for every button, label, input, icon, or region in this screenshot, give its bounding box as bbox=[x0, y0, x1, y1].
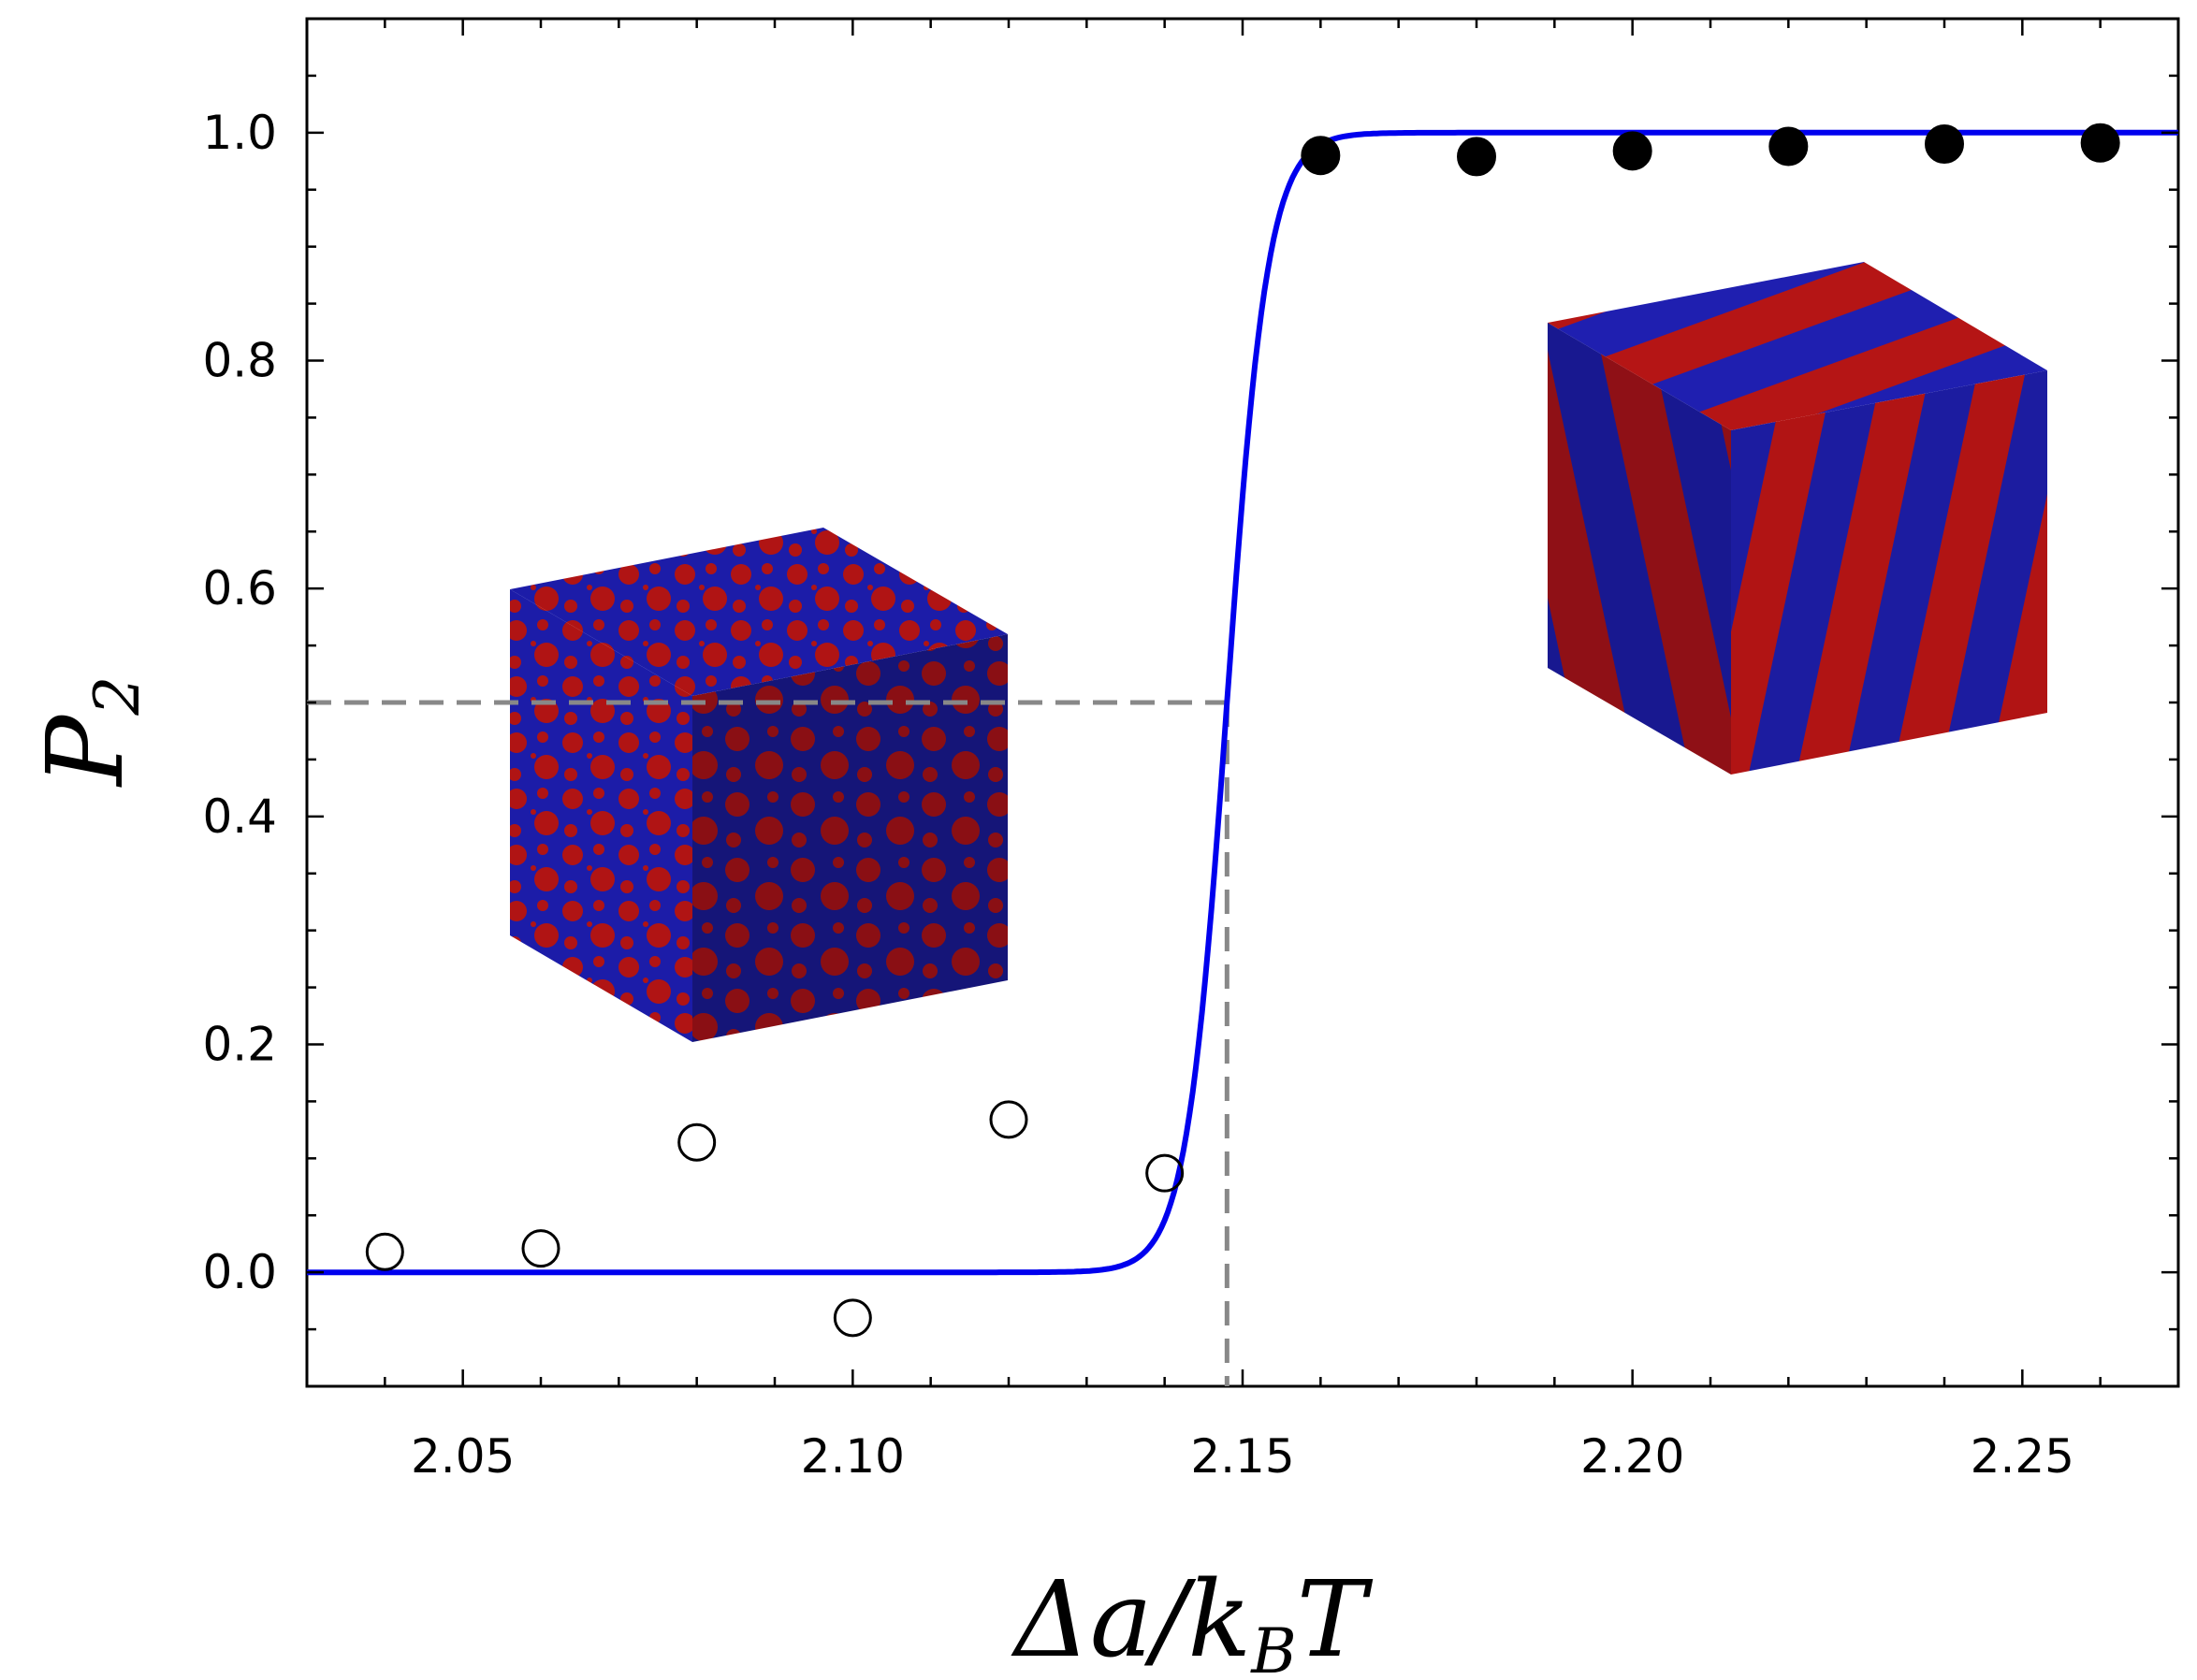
filled-data-point bbox=[1768, 126, 1809, 167]
x-tick-label: 2.05 bbox=[411, 1429, 515, 1484]
open-data-point bbox=[989, 1100, 1028, 1139]
filled-data-point bbox=[1925, 124, 1964, 165]
disordered-cube bbox=[510, 528, 1008, 1042]
x-tick-label: 2.20 bbox=[1580, 1429, 1684, 1484]
x-tick-label: 2.15 bbox=[1190, 1429, 1294, 1484]
dashed-guides bbox=[307, 700, 1229, 1386]
y-tick-label: 0.8 bbox=[202, 334, 277, 388]
filled-data-point bbox=[1301, 136, 1341, 176]
open-data-point bbox=[521, 1229, 560, 1268]
x-axis-title: Δa/kBT bbox=[1011, 1559, 1374, 1680]
x-tick-label: 2.25 bbox=[1971, 1429, 2074, 1484]
axis-ticks bbox=[305, 17, 2180, 1388]
filled-data-point bbox=[1612, 131, 1652, 171]
y-tick-label: 0.4 bbox=[202, 789, 277, 844]
open-data-point bbox=[833, 1298, 872, 1338]
y-axis-title: P2 bbox=[25, 676, 153, 788]
y-tick-label: 1.0 bbox=[202, 106, 277, 160]
y-tick-label: 0.6 bbox=[202, 561, 277, 616]
lamellar-cube bbox=[1548, 262, 2047, 775]
data-points bbox=[365, 123, 2120, 1338]
open-data-point bbox=[365, 1232, 404, 1271]
x-tick-label: 2.10 bbox=[801, 1429, 905, 1484]
sigmoid-fit-line bbox=[307, 129, 2178, 1276]
y-tick-label: 0.0 bbox=[202, 1245, 277, 1299]
y-tick-label: 0.2 bbox=[202, 1018, 277, 1072]
y-tick-labels: 0.0 0.2 0.4 0.6 0.8 1.0 bbox=[202, 106, 277, 1299]
open-data-point bbox=[677, 1122, 717, 1162]
filled-data-point bbox=[2080, 123, 2120, 163]
x-tick-labels: 2.05 2.10 2.15 2.20 2.25 bbox=[411, 1429, 2074, 1484]
filled-data-point bbox=[1457, 137, 1496, 177]
open-data-point bbox=[1145, 1153, 1185, 1193]
